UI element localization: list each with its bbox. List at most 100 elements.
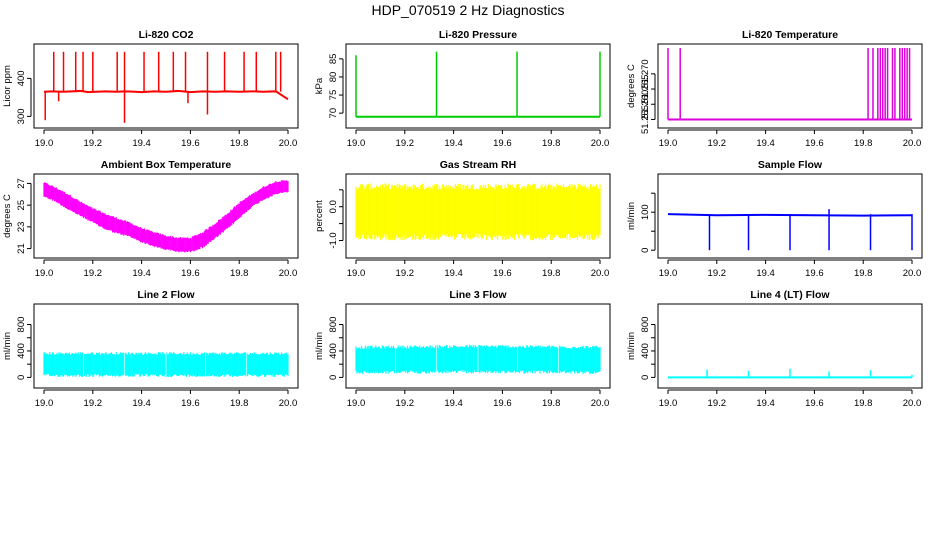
x-tick-label: 19.2	[84, 138, 103, 149]
x-tick-label: 19.2	[708, 268, 727, 279]
plot-frame	[33, 173, 299, 259]
x-tick-label: 20.0	[903, 268, 922, 279]
x-tick-label: 19.4	[132, 138, 151, 149]
y-tick-label: 80	[328, 72, 339, 83]
x-tick-label: 19.4	[444, 398, 463, 409]
y-tick-label: 800	[16, 317, 27, 333]
y-tick-label: 85	[328, 54, 339, 65]
y-tick-label: 70	[328, 108, 339, 119]
y-tick-label: 400	[640, 343, 651, 359]
x-tick-label: 19.4	[132, 398, 151, 409]
x-tick-label: 19.8	[542, 398, 561, 409]
x-tick-label: 19.0	[659, 138, 678, 149]
x-tick-label: 19.0	[35, 268, 54, 279]
x-tick-label: 19.4	[444, 138, 463, 149]
plot-frame	[33, 43, 299, 129]
y-tick-label: 23	[16, 222, 27, 233]
chart-panel-rh: Gas Stream RH 19.0 19.2 19.4 19.6 19.8 20.0 -1.…	[314, 159, 611, 279]
y-tick-label: 300	[16, 108, 27, 124]
x-tick-label: 19.2	[84, 268, 103, 279]
x-tick-label: 20.0	[591, 138, 610, 149]
x-tick-label: 19.6	[493, 268, 512, 279]
y-tick-label: 800	[328, 317, 339, 333]
plot-frame	[33, 303, 299, 389]
y-axis-label: percent	[314, 200, 325, 232]
x-tick-label: 19.2	[708, 138, 727, 149]
x-tick-label: 19.0	[659, 398, 678, 409]
y-axis-label: ml/min	[2, 332, 13, 360]
plot-frame	[657, 173, 923, 259]
y-axis-label: ml/min	[626, 202, 637, 230]
chart-panel-sample-flow: Sample Flow 19.0 19.2 19.4 19.6 19.8 20.0 0 100m…	[626, 159, 923, 279]
plot-frame	[345, 173, 611, 259]
y-tick-label: 51.260	[640, 90, 651, 119]
x-tick-label: 19.6	[805, 138, 824, 149]
chart-title: Line 3 Flow	[449, 289, 507, 301]
y-tick-label: 75	[328, 90, 339, 101]
y-tick-label: 100	[640, 204, 651, 220]
chart-title: Gas Stream RH	[440, 159, 516, 171]
chart-title: Line 4 (LT) Flow	[750, 289, 830, 301]
x-tick-label: 19.6	[181, 398, 200, 409]
y-tick-label: 21	[16, 243, 27, 254]
y-tick-label: 0	[16, 375, 27, 380]
x-tick-label: 19.8	[854, 398, 873, 409]
chart-title: Ambient Box Temperature	[101, 159, 232, 171]
chart-panel-line3-flow: Line 3 Flow 19.0 19.2 19.4 19.6 19.8 20.0 0 400 8…	[314, 289, 611, 409]
y-tick-label: 0	[328, 375, 339, 380]
x-tick-label: 20.0	[903, 398, 922, 409]
x-tick-label: 19.8	[230, 268, 249, 279]
x-tick-label: 19.8	[542, 268, 561, 279]
y-axis-label: ml/min	[314, 332, 325, 360]
x-tick-label: 19.2	[84, 398, 103, 409]
x-tick-label: 19.4	[444, 268, 463, 279]
x-tick-label: 19.6	[493, 398, 512, 409]
y-axis-label: ml/min	[626, 332, 637, 360]
x-tick-label: 19.2	[396, 398, 415, 409]
chart-panel-ambient-temp: Ambient Box Temperature 19.0 19.2 19.4 19.6 1…	[2, 159, 299, 279]
x-tick-label: 19.6	[181, 268, 200, 279]
x-tick-label: 19.2	[396, 268, 415, 279]
figure-title: HDP_070519 2 Hz Diagnostics	[371, 2, 565, 18]
x-tick-label: 19.0	[347, 138, 366, 149]
y-tick-label: 400	[328, 343, 339, 359]
x-tick-label: 19.2	[708, 398, 727, 409]
x-tick-label: 19.8	[854, 268, 873, 279]
x-tick-label: 19.8	[854, 138, 873, 149]
x-tick-label: 20.0	[903, 138, 922, 149]
y-tick-label: 51.270	[640, 59, 651, 88]
y-tick-label: 51.265	[640, 75, 651, 104]
y-tick-label: 0.0	[328, 200, 339, 213]
data-series-line	[43, 89, 289, 101]
y-tick-label: 400	[16, 70, 27, 86]
chart-title: Line 2 Flow	[137, 289, 195, 301]
y-tick-label: 0	[640, 375, 651, 380]
chart-title: Sample Flow	[758, 159, 823, 171]
x-tick-label: 20.0	[591, 268, 610, 279]
x-tick-label: 19.6	[181, 138, 200, 149]
chart-title: Li-820 CO2	[139, 29, 194, 41]
x-tick-label: 19.8	[230, 398, 249, 409]
plot-frame	[657, 43, 923, 129]
plot-frame	[657, 303, 923, 389]
x-tick-label: 19.2	[396, 138, 415, 149]
y-tick-label: 27	[16, 178, 27, 189]
chart-title: Li-820 Pressure	[439, 29, 517, 41]
y-axis-label: degrees C	[2, 194, 13, 238]
plot-frame	[345, 43, 611, 129]
y-axis-label: degrees C	[626, 64, 637, 108]
x-tick-label: 19.4	[756, 268, 775, 279]
y-tick-label: 25	[16, 200, 27, 211]
x-tick-label: 19.0	[347, 268, 366, 279]
x-tick-label: 19.0	[35, 398, 54, 409]
y-tick-label: 0	[640, 248, 651, 253]
y-tick-label: 800	[640, 317, 651, 333]
chart-title: Li-820 Temperature	[742, 29, 838, 41]
x-tick-label: 20.0	[279, 268, 298, 279]
y-axis-label: kPa	[314, 77, 325, 94]
x-tick-label: 19.4	[132, 268, 151, 279]
x-tick-label: 20.0	[279, 138, 298, 149]
x-tick-label: 19.0	[659, 268, 678, 279]
